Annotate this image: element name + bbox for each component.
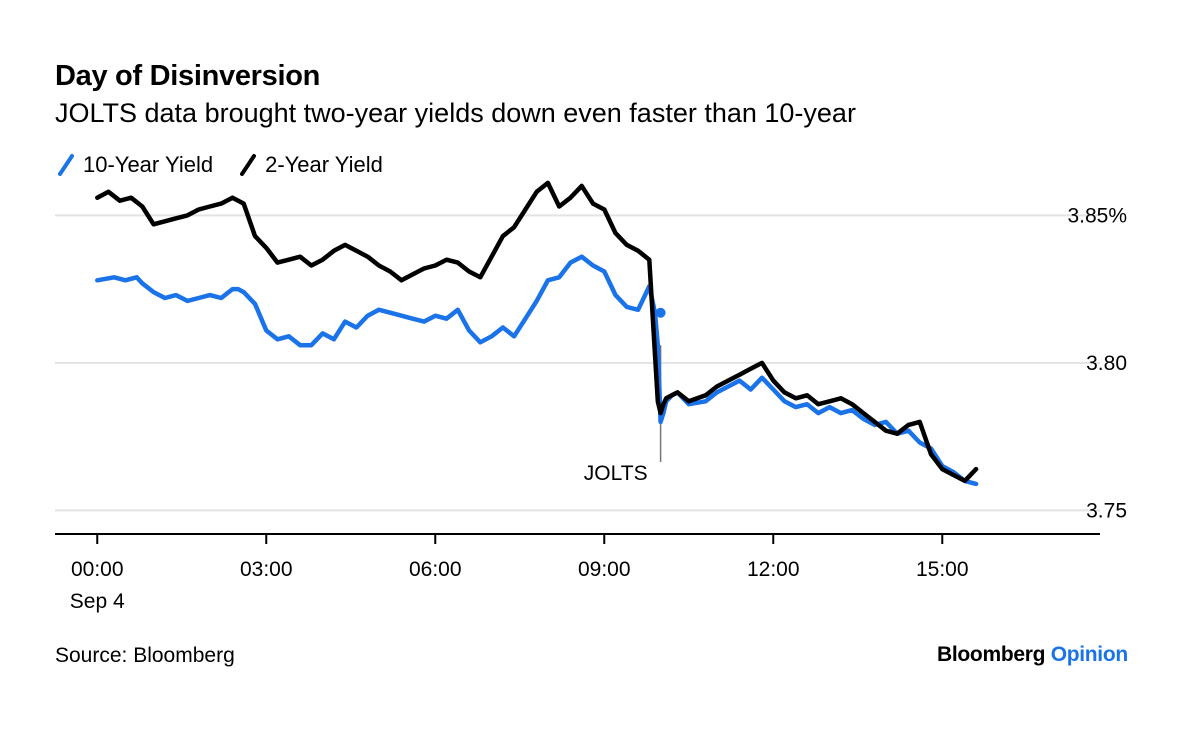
legend-label-10-year: 10-Year Yield	[83, 152, 214, 177]
x-tick-label-1: 03:00	[240, 558, 293, 581]
source-note: Source: Bloomberg	[55, 644, 235, 667]
legend: 10-Year Yield 2-Year Yield	[55, 152, 383, 178]
series-line-10-year	[95, 254, 979, 487]
brand-logo: Bloomberg Opinion	[937, 643, 1128, 667]
legend-item-2-year: 2-Year Yield	[237, 152, 383, 178]
brand-accent: Opinion	[1050, 643, 1129, 666]
chart-title: Day of Disinversion	[55, 60, 321, 92]
x-tick-label-0: 00:00	[71, 558, 124, 581]
legend-label-2-year: 2-Year Yield	[265, 152, 383, 177]
x-tick-label-3: 09:00	[578, 558, 631, 581]
series-line-2-year	[95, 180, 979, 484]
brand-main: Bloomberg	[937, 643, 1046, 666]
y-tick-label-1: 3.80	[1086, 352, 1127, 375]
y-tick-label-0: 3.85%	[1067, 204, 1127, 227]
legend-swatch-10-year	[58, 154, 74, 176]
y-tick-label-2: 3.75	[1086, 499, 1127, 522]
series-marker-10-year-jolts	[655, 307, 666, 318]
x-tick-label-2: 06:00	[409, 558, 462, 581]
annotation-jolts-label: JOLTS	[584, 462, 648, 485]
chart-subtitle: JOLTS data brought two-year yields down …	[55, 98, 856, 128]
legend-item-10-year: 10-Year Yield	[55, 152, 213, 178]
x-tick-sublabel-0: Sep 4	[70, 590, 125, 613]
x-tick-label-4: 12:00	[747, 558, 800, 581]
legend-swatch-2-year	[240, 154, 257, 176]
x-tick-label-5: 15:00	[916, 558, 969, 581]
